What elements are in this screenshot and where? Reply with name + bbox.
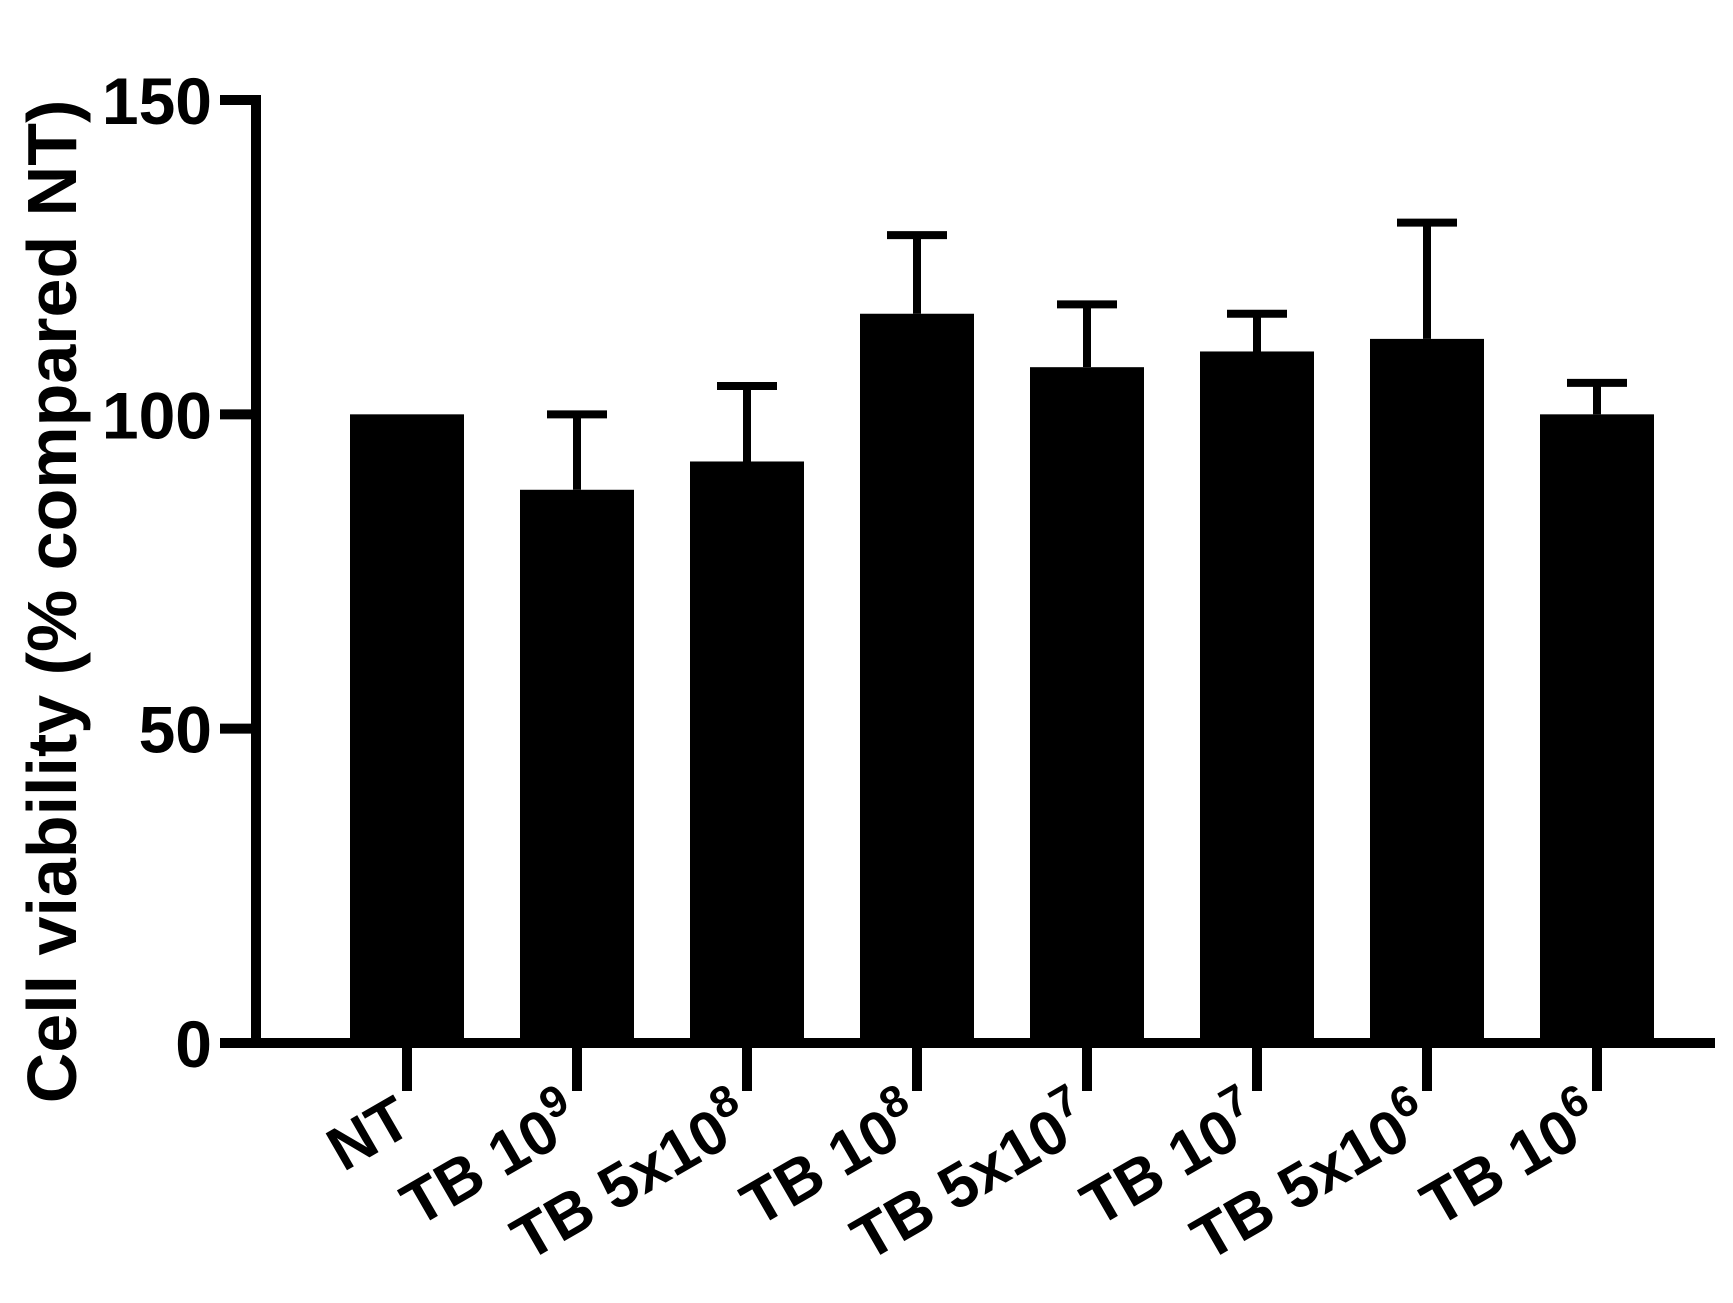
error-bar: [1397, 218, 1457, 339]
x-tick-label-base: NT: [316, 1083, 422, 1184]
axes: [251, 95, 1715, 1048]
error-bar: [717, 382, 777, 462]
bar: [1200, 351, 1314, 1043]
error-bar: [1567, 378, 1627, 415]
x-tick-label: TB 106: [1405, 1075, 1612, 1240]
y-tick-label: 100: [102, 378, 212, 452]
y-tick-label: 0: [175, 1007, 212, 1081]
error-bar: [1057, 300, 1117, 368]
bar: [1540, 414, 1654, 1043]
y-tick-label: 50: [139, 693, 212, 767]
bar: [860, 313, 974, 1043]
x-tick-label: NT: [316, 1083, 422, 1184]
y-axis-ticks: 0 50 100 150: [102, 64, 256, 1081]
error-bar: [887, 231, 947, 314]
y-tick-label: 150: [102, 64, 212, 138]
y-axis-title: Cell viability (% compared NT): [13, 100, 91, 1104]
bar: [520, 489, 634, 1044]
x-tick-label-base: TB 10: [1410, 1096, 1591, 1240]
bar: [1370, 338, 1484, 1044]
bar: [1030, 367, 1144, 1043]
error-bar: [1227, 309, 1287, 352]
bar: [350, 414, 464, 1043]
error-bar: [547, 410, 607, 490]
bar-series: [350, 218, 1654, 1044]
bar: [690, 461, 804, 1043]
